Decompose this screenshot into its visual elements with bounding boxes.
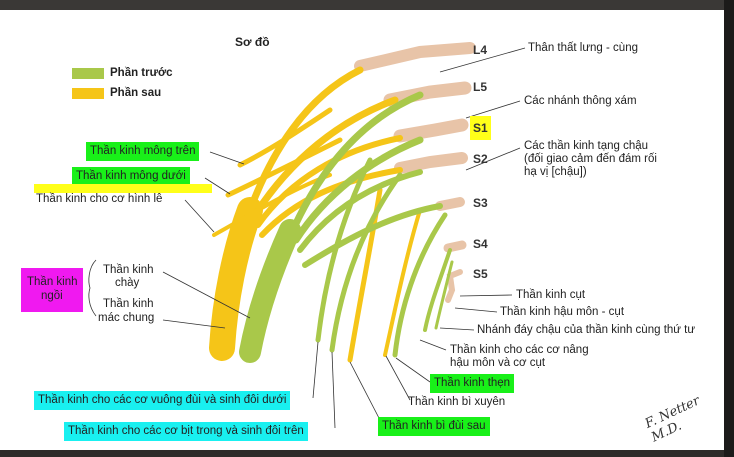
label-perforating: Thần kinh bì xuyên <box>408 396 506 408</box>
label-piriformis: Thần kinh cho cơ hình lê <box>36 193 163 205</box>
leader-inferior-gluteal <box>204 177 231 195</box>
perineal-branch-line <box>434 260 454 330</box>
sciatic-brace <box>88 259 97 317</box>
root-s5 <box>445 269 463 303</box>
leader-lumbosacral <box>439 47 526 73</box>
posterior-nerve-l4 <box>246 66 364 214</box>
leader-gray-rami <box>465 100 521 119</box>
leader-levator <box>419 339 447 351</box>
perforating-cutaneous-line <box>383 208 422 357</box>
leader-superior-gluteal <box>209 151 245 165</box>
vertebral-roots <box>354 42 476 303</box>
label-pelvic-splanchnic-3: hạ vị [chậu]) <box>524 166 587 178</box>
diagram-title: Sơ đồ <box>235 35 270 49</box>
leader-coccygeal <box>459 294 513 297</box>
leader-anococcygeal <box>454 307 498 313</box>
label-fibular-2: mác chung <box>98 312 155 324</box>
posterior-nerve-s1 <box>255 135 403 228</box>
posterior-nerve-s2 <box>259 167 403 238</box>
label-inferior-gluteal: Thần kinh mông dưới <box>72 167 190 186</box>
label-anococcygeal: Thần kinh hậu môn - cụt <box>500 306 625 318</box>
pudendal-nerve-line <box>392 212 448 358</box>
level-l5: L5 <box>473 80 488 94</box>
posterior-trunk <box>209 197 263 361</box>
label-coccygeal: Thần kinh cụt <box>516 289 586 301</box>
leader-perineal <box>439 327 475 331</box>
root-l4 <box>354 42 476 72</box>
level-s5: S5 <box>473 267 488 281</box>
superior-gluteal-nerve-line <box>237 107 333 168</box>
leader-lines <box>88 47 526 429</box>
label-levator-2: hậu môn và cơ cụt <box>450 357 546 369</box>
leader-perforating <box>385 355 411 401</box>
label-pelvic-splanchnic-1: Các thần kinh tạng chậu <box>524 140 649 152</box>
level-s3: S3 <box>473 196 488 210</box>
anterior-nerve-s1 <box>292 136 424 244</box>
obturator-internus-nerve-line <box>329 172 403 353</box>
root-l5 <box>383 81 472 107</box>
root-s3 <box>435 197 465 211</box>
leader-pelvic-splanchnic <box>465 147 521 171</box>
anterior-division-nerves <box>239 91 454 363</box>
anterior-trunk <box>239 219 301 363</box>
leader-fibular <box>162 319 226 329</box>
right-edge-strip <box>724 0 734 457</box>
posterior-division-nerves <box>209 66 422 363</box>
anterior-nerve-l4l5 <box>288 91 424 236</box>
level-s4: S4 <box>473 237 488 251</box>
label-tibial-2: chày <box>115 277 140 289</box>
leader-obturator <box>331 351 336 429</box>
label-gray-rami: Các nhánh thông xám <box>524 95 637 107</box>
levator-ani-nerve-line <box>423 248 452 332</box>
level-l4: L4 <box>473 43 488 57</box>
leader-pudendal <box>395 357 431 383</box>
root-s1 <box>393 118 469 143</box>
label-posterior-femoral: Thần kinh bì đùi sau <box>378 417 490 436</box>
legend-label-anterior: Phần trước <box>110 67 173 79</box>
label-superior-gluteal: Thần kinh mông trên <box>86 142 200 161</box>
posterior-nerve-l5 <box>251 96 399 219</box>
leader-piriformis <box>184 199 215 233</box>
label-fibular-1: Thần kinh <box>103 298 154 310</box>
label-levator-1: Thần kinh cho các cơ nâng <box>450 344 589 356</box>
legend-swatch-posterior <box>72 88 104 99</box>
top-bar <box>0 0 734 10</box>
leader-posterior-femoral <box>349 361 381 421</box>
leader-quadratus <box>312 341 319 399</box>
inferior-gluteal-nerve-line <box>225 137 343 198</box>
quadratus-femoris-nerve-line <box>315 157 373 343</box>
level-s2: S2 <box>473 152 488 166</box>
piriformis-highlight <box>34 184 212 193</box>
level-s1: S1 <box>470 116 491 140</box>
label-obturator: Thần kinh cho các cơ bịt trong và sinh đ… <box>64 422 308 441</box>
label-perineal-branch: Nhánh đáy chậu của thần kinh cùng thứ tư <box>477 324 696 336</box>
label-lumbosacral-trunk: Thân thất lưng - cùng <box>528 42 638 54</box>
leader-tibial <box>162 271 251 319</box>
legend-label-posterior: Phần sau <box>110 87 162 99</box>
label-tibial-1: Thần kinh <box>103 264 154 276</box>
sciatic-highlight[interactable] <box>21 268 83 312</box>
root-s4 <box>443 240 467 253</box>
legend-swatch-anterior <box>72 68 104 79</box>
label-quadratus: Thần kinh cho các cơ vuông đùi và sinh đ… <box>34 391 291 410</box>
label-sciatic-1: Thần kinh <box>27 276 78 288</box>
label-pelvic-splanchnic-2: (đối giao cảm đến đám rối <box>524 153 657 165</box>
label-pudendal: Thần kinh thẹn <box>430 374 515 393</box>
label-sciatic-2: ngồi <box>41 290 63 302</box>
root-s2 <box>394 152 468 174</box>
